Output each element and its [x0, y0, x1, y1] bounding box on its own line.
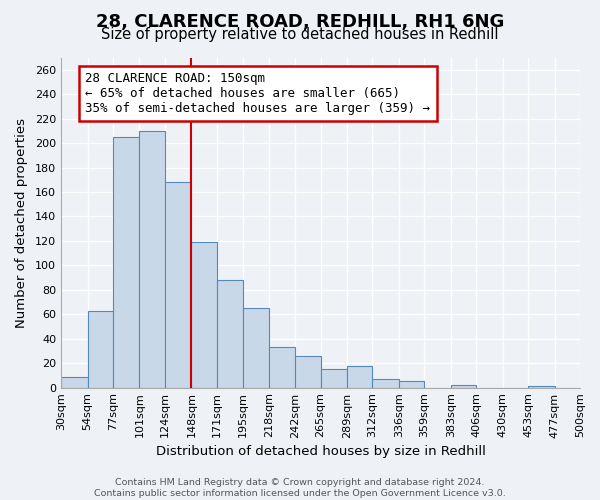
- Y-axis label: Number of detached properties: Number of detached properties: [15, 118, 28, 328]
- Bar: [61, 376, 88, 388]
- Bar: [528, 386, 554, 388]
- Text: 28, CLARENCE ROAD, REDHILL, RH1 6NG: 28, CLARENCE ROAD, REDHILL, RH1 6NG: [96, 12, 504, 30]
- Text: 28 CLARENCE ROAD: 150sqm
← 65% of detached houses are smaller (665)
35% of semi-: 28 CLARENCE ROAD: 150sqm ← 65% of detach…: [85, 72, 430, 115]
- Bar: [320, 369, 347, 388]
- Bar: [191, 242, 217, 388]
- Bar: [113, 137, 139, 388]
- Bar: [217, 280, 243, 388]
- Bar: [243, 308, 269, 388]
- Bar: [139, 131, 165, 388]
- Bar: [347, 366, 373, 388]
- Text: Size of property relative to detached houses in Redhill: Size of property relative to detached ho…: [101, 28, 499, 42]
- Bar: [269, 347, 295, 388]
- Bar: [88, 310, 113, 388]
- Bar: [295, 356, 320, 388]
- Bar: [399, 382, 424, 388]
- Bar: [373, 379, 399, 388]
- X-axis label: Distribution of detached houses by size in Redhill: Distribution of detached houses by size …: [155, 444, 485, 458]
- Bar: [451, 385, 476, 388]
- Text: Contains HM Land Registry data © Crown copyright and database right 2024.
Contai: Contains HM Land Registry data © Crown c…: [94, 478, 506, 498]
- Bar: [165, 182, 191, 388]
